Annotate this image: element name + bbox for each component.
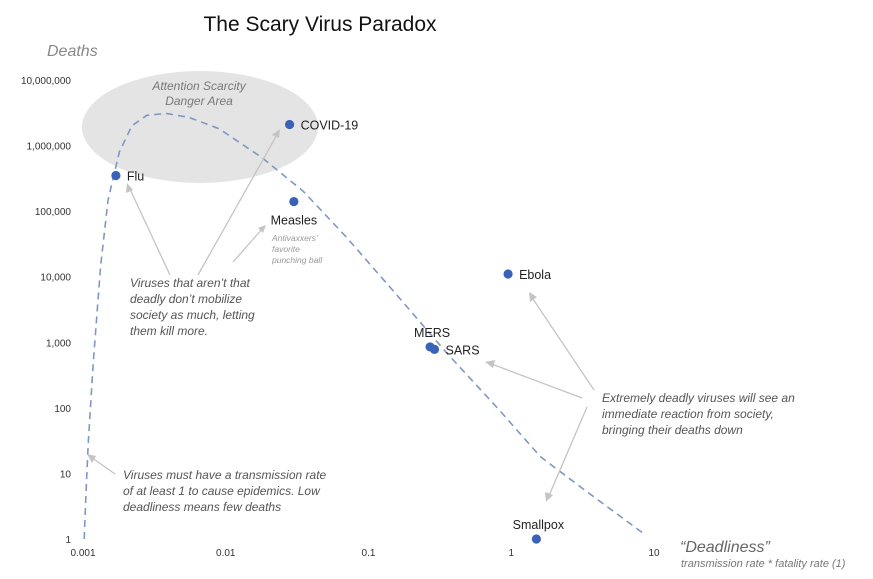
point-label-sars: SARS <box>446 343 480 357</box>
arrow-to-ebola <box>530 295 595 391</box>
arrow-head-covid <box>272 129 280 138</box>
arrow-to-smallpox <box>547 406 588 499</box>
point-ebola <box>503 269 513 279</box>
point-sars <box>429 344 440 354</box>
y-tick-label-2: 100 <box>54 404 71 415</box>
zone-label-line1: Attention Scarcity <box>151 79 246 93</box>
x-tick-label-1: 0.01 <box>216 548 236 559</box>
y-axis-label: Deaths <box>47 43 98 60</box>
arrow-to-sars <box>488 362 583 399</box>
point-label-smallpox: Smallpox <box>513 518 565 532</box>
arrow-head-ebola <box>529 292 537 302</box>
y-tick-label-1: 10 <box>60 469 72 480</box>
point-label-mers: MERS <box>414 326 450 340</box>
arrow-head-measles <box>258 225 266 233</box>
x-tick-label-4: 10 <box>648 548 660 559</box>
arrow-head-flu <box>126 183 133 193</box>
arrow-head-threshold <box>87 454 96 463</box>
arrow-to-measles <box>232 227 264 263</box>
points-layer: Flu COVID-19 Measles Ebola MERS SARS Smallpox <box>111 118 565 544</box>
point-label-measles: Measles <box>271 214 318 228</box>
y-tick-label-4: 10,000 <box>40 273 71 284</box>
y-tick-label-5: 100,000 <box>35 207 72 218</box>
axes: 0.001 0.01 0.1 1 10 1 10 100 1,000 10,000 100,000 1… <box>21 76 660 559</box>
x-tick-label-0: 0.001 <box>70 548 95 559</box>
annotation-low-deadliness: Viruses that aren’t that deadly don’t mo… <box>130 276 258 338</box>
point-smallpox <box>531 534 541 544</box>
curve-layer <box>83 112 645 540</box>
annotation-measles-note: Antivaxxers’ favorite punching ball <box>271 233 323 265</box>
annotation-arrows <box>87 129 595 502</box>
y-tick-label-0: 1 <box>65 535 71 546</box>
point-label-ebola: Ebola <box>519 268 551 282</box>
x-tick-label-2: 0.1 <box>362 548 376 559</box>
x-tick-label-3: 1 <box>508 548 514 559</box>
y-tick-label-7: 10,000,000 <box>21 76 71 87</box>
point-label-flu: Flu <box>127 169 144 183</box>
arrow-head-sars <box>485 360 495 368</box>
annotation-high-deadliness: Extremely deadly viruses will see an imm… <box>602 391 798 437</box>
x-axis-label: “Deadliness” <box>680 539 770 556</box>
y-tick-label-3: 1,000 <box>46 338 71 349</box>
arrow-head-smallpox <box>545 492 553 502</box>
arrow-to-threshold <box>90 456 116 475</box>
point-label-covid-19: COVID-19 <box>301 118 359 132</box>
arrow-to-flu <box>128 186 171 276</box>
chart-title: The Scary Virus Paradox <box>203 13 437 36</box>
point-covid-19 <box>284 119 295 130</box>
zone-label-line2: Danger Area <box>165 94 233 108</box>
x-axis-sublabel: transmission rate * fatality rate (1) <box>681 558 846 570</box>
attention-scarcity-zone <box>82 71 318 183</box>
point-measles <box>289 196 299 207</box>
model-curve <box>83 112 645 540</box>
arrow-to-covid <box>197 132 279 276</box>
y-tick-label-6: 1,000,000 <box>27 142 72 153</box>
point-flu <box>111 170 121 181</box>
annotation-epidemic-threshold: Viruses must have a transmission rate of… <box>123 468 330 514</box>
